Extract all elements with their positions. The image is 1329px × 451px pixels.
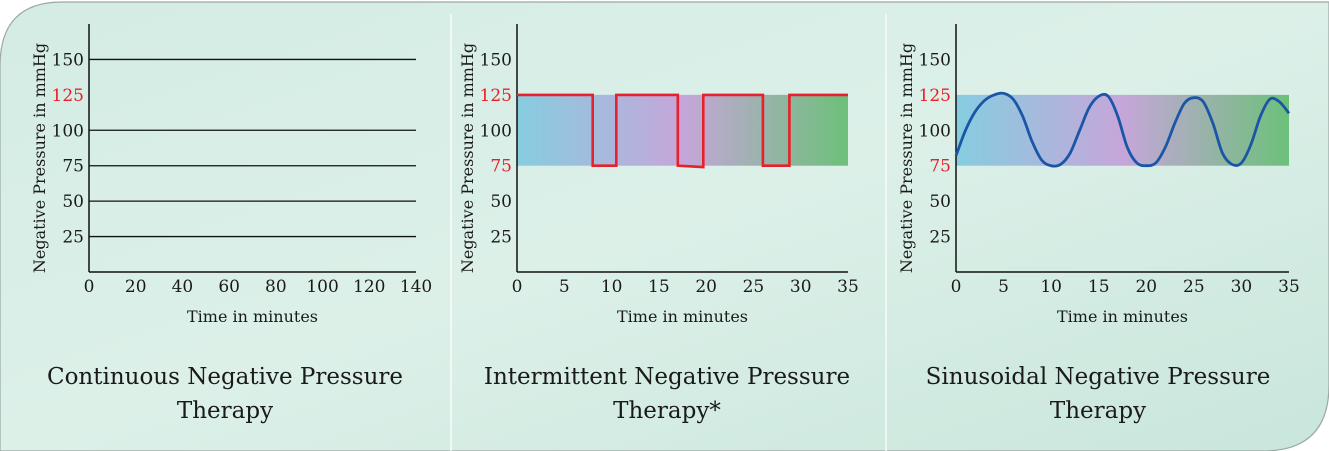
continuous-x-tick-0: 0: [84, 277, 95, 297]
intermittent-x-tick-10: 10: [601, 277, 623, 297]
sinusoidal-x-tick-20: 20: [1135, 277, 1157, 297]
sinusoidal-y-tick-25: 25: [929, 228, 951, 248]
sinusoidal-x-tick-30: 30: [1231, 277, 1253, 297]
continuous-y-tick-25: 25: [62, 228, 84, 248]
intermittent-y-tick-125: 125: [480, 86, 512, 106]
sinusoidal-series-line: [954, 91, 1291, 168]
intermittent-title-line-1: Intermittent Negative Pressure: [483, 364, 851, 390]
continuous-y-tick-75: 75: [62, 157, 84, 177]
sinusoidal-title-line-2: Therapy: [1049, 398, 1147, 424]
intermittent-y-axis-label: Negative Pressure in mmHg: [458, 43, 477, 273]
sinusoidal-y-tick-50: 50: [929, 192, 951, 212]
intermittent-y-tick-25: 25: [490, 228, 512, 248]
continuous-y-tick-150: 150: [52, 50, 84, 70]
continuous-chart: 25 50 75 100 125 150 0 20 40 60 80 100 120 140 Time in…: [30, 24, 432, 326]
intermittent-y-tick-50: 50: [490, 192, 512, 212]
sinusoidal-chart-title: Sinusoidal Negative Pressure Therapy: [888, 360, 1308, 428]
intermittent-x-tick-35: 35: [837, 277, 859, 297]
continuous-y-tick-100: 100: [52, 121, 84, 141]
sinusoidal-x-tick-0: 0: [951, 277, 962, 297]
intermittent-x-tick-15: 15: [648, 277, 670, 297]
continuous-x-tick-100: 100: [306, 277, 338, 297]
intermittent-series-line: [517, 93, 848, 169]
intermittent-title-line-2: Therapy*: [613, 398, 721, 424]
sinusoidal-x-tick-10: 10: [1040, 277, 1062, 297]
intermittent-chart-title: Intermittent Negative Pressure Therapy*: [457, 360, 877, 428]
sinusoidal-title-line-1: Sinusoidal Negative Pressure: [925, 364, 1271, 390]
continuous-x-tick-120: 120: [353, 277, 385, 297]
continuous-x-axis-label: Time in minutes: [187, 307, 318, 326]
continuous-x-tick-20: 20: [125, 277, 147, 297]
sinusoidal-x-tick-5: 5: [998, 277, 1009, 297]
continuous-x-tick-80: 80: [265, 277, 287, 297]
continuous-title-line-2: Therapy: [176, 398, 274, 424]
intermittent-x-tick-0: 0: [512, 277, 523, 297]
continuous-chart-title: Continuous Negative Pressure Therapy: [15, 360, 435, 428]
sinusoidal-y-tick-75: 75: [929, 157, 951, 177]
intermittent-x-tick-25: 25: [743, 277, 765, 297]
continuous-x-tick-40: 40: [172, 277, 194, 297]
continuous-y-tick-50: 50: [62, 192, 84, 212]
sinusoidal-y-tick-150: 150: [919, 50, 951, 70]
continuous-x-tick-60: 60: [218, 277, 240, 297]
continuous-y-axis-label: Negative Pressure in mmHg: [30, 43, 49, 273]
intermittent-y-tick-75: 75: [490, 157, 512, 177]
sinusoidal-y-tick-125: 125: [919, 86, 951, 106]
intermittent-x-tick-30: 30: [790, 277, 812, 297]
intermittent-x-tick-20: 20: [695, 277, 717, 297]
sinusoidal-chart: 25 50 75 100 125 150 0 5 10 15 20 25 30 35 Time in min…: [897, 24, 1300, 326]
intermittent-y-tick-100: 100: [480, 121, 512, 141]
continuous-title-line-1: Continuous Negative Pressure: [46, 364, 404, 390]
sinusoidal-y-axis-label: Negative Pressure in mmHg: [897, 43, 916, 273]
intermittent-y-tick-150: 150: [480, 50, 512, 70]
sinusoidal-x-axis-label: Time in minutes: [1057, 307, 1188, 326]
sinusoidal-x-tick-25: 25: [1183, 277, 1205, 297]
continuous-x-tick-140: 140: [400, 277, 432, 297]
intermittent-pressure-band: [517, 94, 848, 166]
intermittent-x-tick-5: 5: [559, 277, 570, 297]
intermittent-x-axis-label: Time in minutes: [617, 307, 748, 326]
sinusoidal-y-tick-100: 100: [919, 121, 951, 141]
sinusoidal-x-tick-35: 35: [1278, 277, 1300, 297]
sinusoidal-x-tick-15: 15: [1088, 277, 1110, 297]
intermittent-chart: 25 50 75 100 125 150 0 5 10 15 20 25 30 35 Time in min…: [458, 24, 859, 326]
continuous-y-tick-125: 125: [52, 86, 84, 106]
